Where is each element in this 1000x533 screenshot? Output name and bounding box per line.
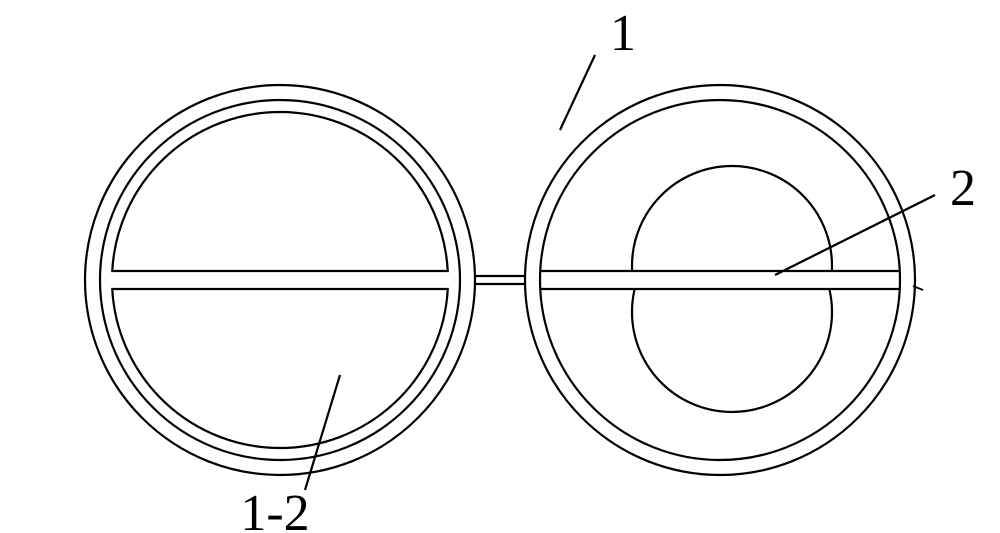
right-inner-ring [540, 100, 900, 460]
right-inner-core-lower [632, 289, 832, 412]
leader-l2 [775, 195, 935, 275]
left-outer-ring [85, 85, 475, 475]
label-2: 2 [950, 160, 976, 217]
left-lower-semi [112, 289, 448, 448]
technical-diagram: 1 2 1-2 [0, 0, 1000, 533]
leader-l12 [305, 375, 340, 490]
left-upper-semi [112, 112, 448, 271]
label-1-2: 1-2 [240, 485, 309, 533]
right-outer-ring [525, 85, 915, 475]
leader-l1 [560, 55, 595, 130]
right-inner-core-upper [632, 166, 832, 271]
label-1: 1 [610, 5, 636, 62]
left-inner-ring [100, 100, 460, 460]
